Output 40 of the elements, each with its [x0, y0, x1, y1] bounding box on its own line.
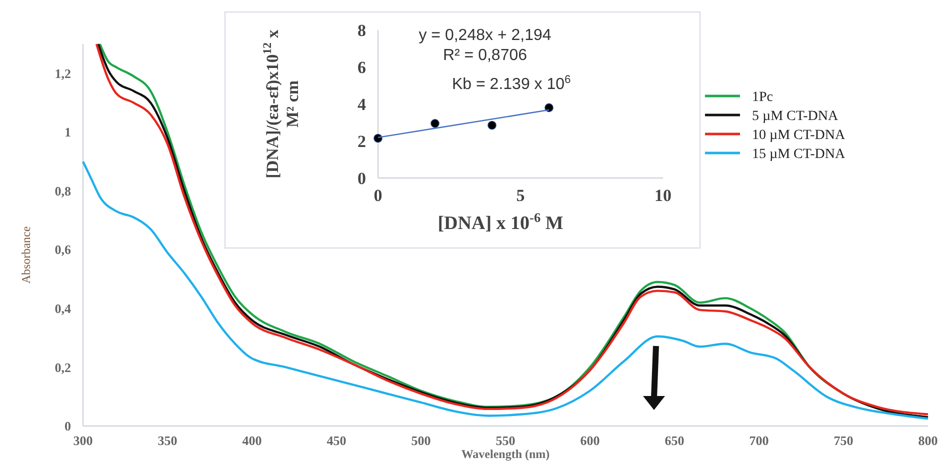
point: [374, 134, 382, 143]
point: [488, 120, 496, 130]
x-tick-label: 400: [242, 433, 262, 448]
point: [544, 103, 554, 112]
x-tick-label: 5: [516, 186, 525, 205]
x-axis-title: Wavelength (nm): [461, 447, 550, 461]
x-tick-label: 700: [749, 433, 769, 448]
y-tick-label: 2: [358, 132, 366, 151]
x-tick-label: 650: [664, 433, 684, 448]
annotation: R² = 0,8706: [442, 47, 528, 64]
annotation: y = 0,248x + 2,194: [418, 27, 552, 44]
x-tick-label: 800: [918, 433, 938, 448]
x-tick-label: 450: [326, 433, 346, 448]
y-tick-label: 0,6: [54, 242, 72, 258]
y-tick-label: 0,8: [54, 183, 72, 198]
y-tick-label: 8: [358, 20, 366, 40]
y-axis-title: Absorbance: [19, 226, 33, 284]
y-tick-label: 0: [64, 418, 71, 434]
y-tick-label: 0,2: [54, 360, 71, 375]
x-tick-label: 0: [374, 186, 382, 205]
x-tick-label: 500: [411, 433, 431, 448]
legend-label: 15 µM CT-DNA: [752, 147, 846, 162]
x-tick-label: 550: [496, 433, 516, 448]
y-tick-label: 4: [358, 94, 366, 114]
x-tick-label: 300: [73, 433, 93, 448]
x-tick-label: 350: [158, 433, 178, 448]
x-tick-label: 750: [834, 433, 854, 448]
legend-label: 1Pc: [752, 90, 773, 105]
x-tick-label: 600: [580, 433, 600, 448]
y-tick-label: 1: [64, 124, 71, 140]
x-tick-label: 10: [654, 186, 672, 205]
annotation: Kb = 2.139 x 10$^{6}$: [452, 74, 571, 93]
y-tick-label: 1,2: [54, 66, 71, 81]
y-tick-label: 6: [358, 58, 366, 77]
y-tick-label: 0,4: [54, 301, 72, 316]
legend-label: 5 µM CT-DNA: [752, 109, 839, 124]
x-axis-title: [DNA] x 10$^{-6}$ M: [438, 210, 564, 234]
legend-label: 10 µM CT-DNA: [752, 128, 846, 143]
y-tick-label: 0: [358, 168, 366, 188]
point: [430, 119, 440, 128]
